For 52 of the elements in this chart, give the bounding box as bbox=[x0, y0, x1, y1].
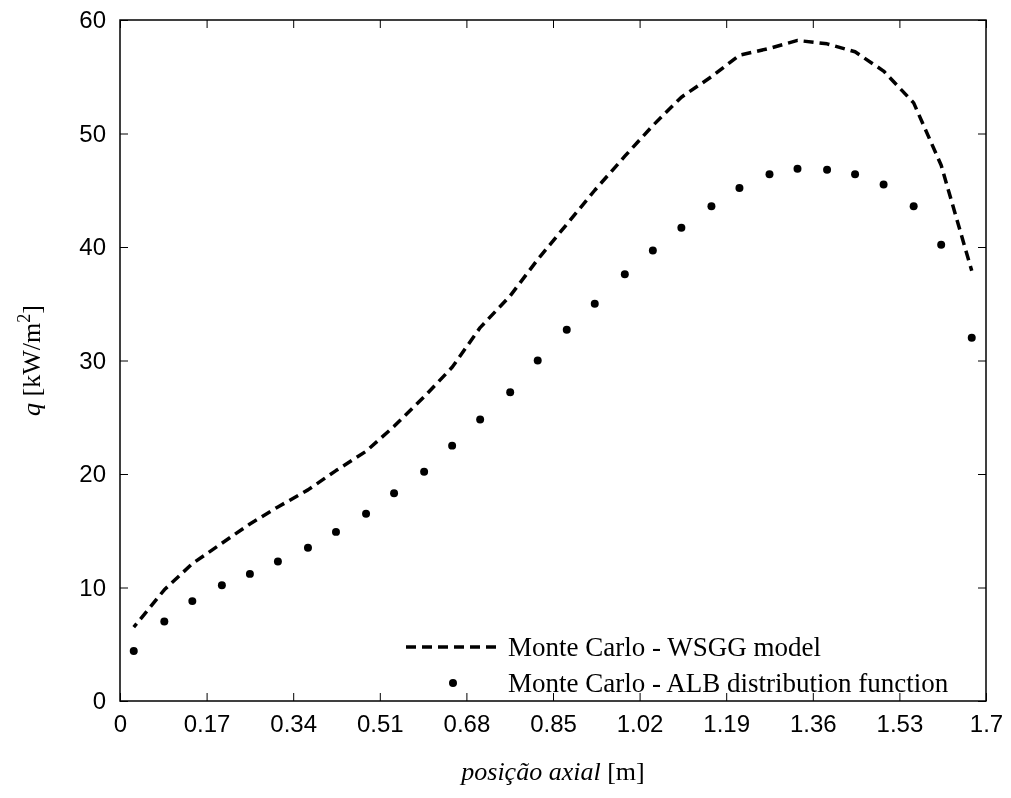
legend-label: Monte Carlo - WSGG model bbox=[508, 632, 821, 662]
point bbox=[909, 202, 918, 211]
x-tick-label: 1.53 bbox=[876, 710, 924, 738]
y-tick-label: 30 bbox=[79, 346, 106, 374]
point bbox=[129, 647, 138, 656]
point bbox=[420, 467, 429, 476]
point bbox=[448, 441, 457, 450]
legend-label: Monte Carlo - ALB distribution function bbox=[508, 668, 949, 698]
point bbox=[562, 325, 571, 334]
point bbox=[707, 202, 716, 211]
point bbox=[590, 299, 599, 308]
point bbox=[506, 388, 515, 397]
x-tick-label: 0.34 bbox=[270, 710, 318, 738]
y-tick-label: 40 bbox=[79, 233, 106, 261]
x-tick-label: 1.36 bbox=[789, 710, 837, 738]
point bbox=[735, 184, 744, 192]
point bbox=[390, 489, 399, 498]
point bbox=[677, 223, 686, 232]
point bbox=[362, 509, 371, 518]
y-tick-label: 60 bbox=[79, 6, 106, 34]
x-tick-label: 0 bbox=[113, 710, 128, 738]
point bbox=[188, 597, 197, 606]
y-tick-label: 50 bbox=[79, 119, 106, 147]
point bbox=[793, 164, 802, 173]
y-tick-label: 10 bbox=[79, 573, 106, 601]
point bbox=[533, 356, 542, 365]
point bbox=[245, 569, 254, 578]
x-tick-label: 1.02 bbox=[616, 710, 664, 738]
x-tick-label: 0.17 bbox=[183, 710, 231, 738]
point bbox=[823, 165, 832, 174]
point bbox=[217, 581, 226, 590]
point bbox=[879, 180, 888, 189]
point bbox=[620, 270, 629, 279]
point bbox=[303, 543, 312, 552]
point bbox=[476, 415, 485, 424]
y-tick-label: 0 bbox=[92, 687, 106, 715]
x-tick-label: 1.19 bbox=[703, 710, 751, 738]
y-tick-label: 20 bbox=[79, 460, 106, 488]
line-series bbox=[132, 38, 974, 629]
point bbox=[851, 170, 860, 179]
point bbox=[765, 170, 774, 179]
x-tick-label: 1.7 bbox=[969, 710, 1004, 738]
point bbox=[648, 246, 657, 255]
point bbox=[160, 617, 169, 626]
point bbox=[967, 333, 976, 342]
x-tick-label: 0.85 bbox=[530, 710, 577, 738]
point bbox=[937, 240, 946, 249]
x-axis-title: posição axial [m] bbox=[459, 757, 645, 786]
point bbox=[332, 527, 340, 536]
x-tick-label: 0.51 bbox=[356, 710, 404, 738]
point bbox=[273, 557, 282, 566]
x-tick-label: 0.68 bbox=[443, 710, 491, 738]
